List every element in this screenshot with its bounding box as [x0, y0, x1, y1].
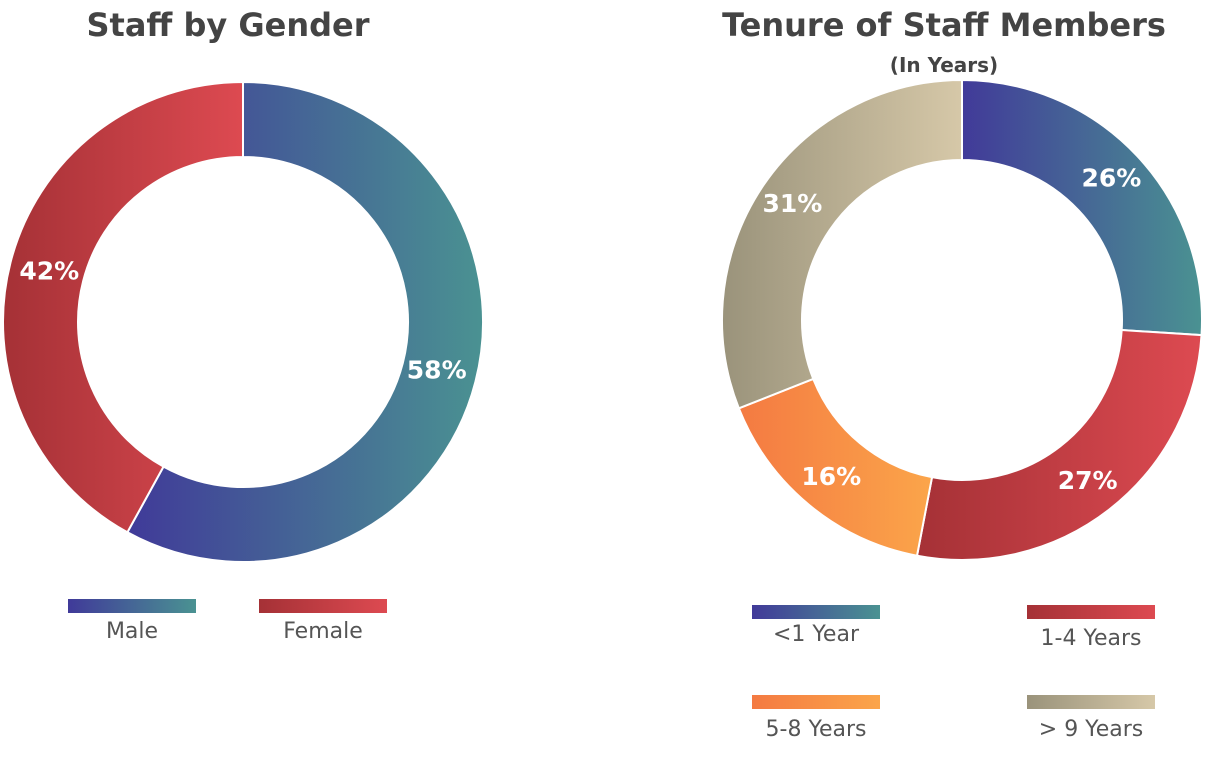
legend-label: 1-4 Years: [1041, 626, 1142, 651]
legend-swatch: [1027, 605, 1155, 619]
legend-label: 5-8 Years: [766, 717, 867, 742]
slice-label: 42%: [19, 256, 79, 285]
legend-label: <1 Year: [773, 622, 860, 647]
slice-label: 27%: [1058, 466, 1118, 495]
legend-swatch: [752, 695, 880, 709]
legend-label: > 9 Years: [1039, 717, 1143, 742]
slice-label: 58%: [407, 356, 467, 385]
donut-slice: [2, 80, 244, 534]
slice-label: 16%: [801, 462, 861, 491]
legend-swatch: [68, 599, 196, 613]
slice-label: 31%: [763, 189, 823, 218]
legend-swatch: [1027, 695, 1155, 709]
legend-swatch: [259, 599, 387, 613]
chart-subtitle: (In Years): [890, 53, 998, 77]
legend-label: Female: [283, 619, 363, 644]
slice-label: 26%: [1082, 164, 1142, 193]
chart-title: Staff by Gender: [86, 6, 369, 44]
legend-label: Male: [106, 619, 158, 644]
donut-slice: [721, 78, 963, 410]
donut-slice: [961, 78, 1203, 337]
donut-slice: [915, 328, 1203, 561]
chart-title: Tenure of Staff Members: [722, 6, 1166, 44]
legend-swatch: [752, 605, 880, 619]
donut-slice: [126, 80, 484, 563]
